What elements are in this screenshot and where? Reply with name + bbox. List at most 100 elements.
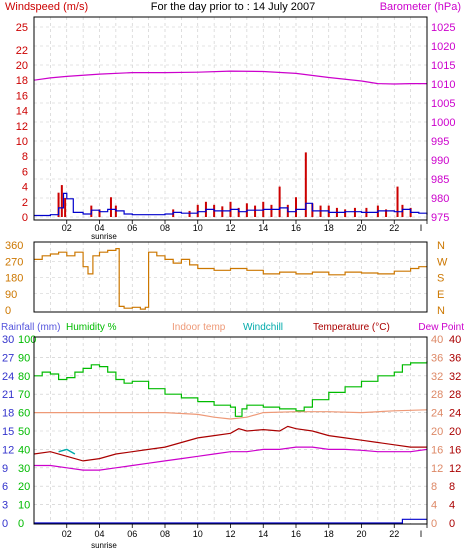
rainfall-tick-label: 6: [2, 481, 8, 493]
rainfall-tick-label: 3: [2, 500, 8, 512]
wind-gust-bar: [304, 152, 307, 217]
dewpoint-line: [34, 446, 428, 471]
wind-barometer-panel: Windspeed (m/s) For the day prior to : 1…: [5, 1, 461, 241]
temperature-tick-label-right: 32: [449, 371, 461, 383]
wind-gust-bar: [278, 186, 281, 217]
barometer-line: [33, 70, 427, 85]
temperature-tick-label-right: 8: [449, 481, 455, 493]
temperature-line: [33, 425, 427, 462]
page-title: For the day prior to : 14 July 2007: [151, 1, 315, 13]
rainfall-tick-label: 18: [2, 408, 14, 420]
temperature-humidity-panel: Rainfall (mm) Humidity % Indoor temp Win…: [1, 322, 464, 550]
windspeed-tick-label: 12: [16, 121, 28, 133]
barometer-tick-label: 1005: [431, 98, 455, 110]
wind-time-tick-label: 14: [258, 223, 268, 233]
direction-grid: [34, 242, 427, 312]
barometer-axis-label: Barometer (hPa): [380, 1, 461, 13]
rainfall-tick-label: 12: [2, 444, 14, 456]
barometer-tick-label: 985: [431, 174, 449, 186]
direction-tick-label: 0: [5, 305, 11, 317]
windspeed-tick-label: 10: [16, 136, 28, 148]
wind-time-tick-label: 18: [324, 223, 334, 233]
compass-tick-label: E: [437, 289, 444, 301]
temperature-time-tick-label: 16: [291, 529, 301, 539]
wind-grid: [34, 17, 427, 220]
wind-gust-bar: [353, 207, 356, 217]
wind-time-tick-label: 22: [389, 223, 399, 233]
wind-direction-line: [34, 248, 427, 310]
windspeed-tick-label: 6: [22, 166, 28, 178]
temperature-tick-label-right: 24: [449, 408, 461, 420]
temperature-tick-label-right: 16: [449, 444, 461, 456]
temperature-time-tick-label: 02: [62, 529, 72, 539]
humidity-tick-label: 10: [18, 500, 30, 512]
temperature-tick-label-left: 40: [431, 334, 443, 346]
rainfall-tick-label: 27: [2, 352, 14, 364]
wind-gust-bar: [237, 207, 240, 217]
rainfall-tick-label: 21: [2, 389, 14, 401]
wind-time-tick-label: 04: [94, 223, 104, 233]
temperature-tick-label-right: 28: [449, 389, 461, 401]
temperature-time-tick-label: I: [420, 529, 423, 539]
temperature-time-tick-label: 22: [389, 529, 399, 539]
compass-tick-label: N: [437, 240, 445, 252]
dewpoint-legend: Dew Point: [418, 322, 464, 333]
wind-gust-bar: [254, 205, 257, 217]
compass-tick-label: W: [437, 256, 448, 268]
temperature-time-ticks: 02 04 06 08 10 12 14 16 18 20 22 I: [62, 524, 428, 539]
windspeed-tick-label: 14: [16, 106, 28, 118]
temperature-time-tick-label: 04: [94, 529, 104, 539]
windspeed-tick-label: 16: [16, 90, 28, 102]
humidity-tick-label: 30: [18, 463, 30, 475]
barometer-tick-label: 980: [431, 193, 449, 205]
compass-tick-label: S: [437, 273, 444, 285]
wind-gust-bar: [109, 197, 112, 217]
wind-time-tick-label: 20: [356, 223, 366, 233]
wind-gust-bars: [57, 152, 412, 217]
temperature-tick-label-left: 0: [431, 518, 437, 530]
compass-tick-label: N: [437, 305, 445, 317]
humidity-tick-label: 80: [18, 371, 30, 383]
sunrise-label-top: sunrise: [91, 232, 117, 241]
wind-time-tick-label: 10: [193, 223, 203, 233]
wind-time-ticks: 02 04 06 08 10 12 14 16 18 20 22 I: [62, 220, 428, 233]
temperature-tick-label-right: 0: [449, 518, 455, 530]
temperature-tick-label-right: 12: [449, 463, 461, 475]
direction-tick-label: 180: [5, 273, 23, 285]
barometer-tick-label: 1000: [431, 117, 455, 129]
wind-time-tick-label: 06: [127, 223, 137, 233]
barometer-tick-label: 975: [431, 212, 449, 224]
rainfall-line: [34, 518, 427, 524]
temperature-legend: Temperature (°C): [313, 322, 390, 333]
wind-gust-bar: [60, 185, 63, 217]
windspeed-tick-label: 18: [16, 75, 28, 87]
humidity-tick-label: 60: [18, 408, 30, 420]
windspeed-axis-label: Windspeed (m/s): [5, 1, 88, 13]
wind-axis-ticks: 0 2 4 6 8 10 12 14 16 18 20 22 25 975 980 985 990 995 1000…: [16, 22, 456, 224]
indoor-temp-legend: Indoor temp: [172, 322, 226, 333]
windspeed-tick-label: 0: [22, 212, 28, 224]
temperature-time-tick-label: 14: [258, 529, 268, 539]
temperature-time-tick-label: 06: [127, 529, 137, 539]
temperature-time-tick-label: 08: [160, 529, 170, 539]
wind-gust-bar: [295, 197, 297, 217]
humidity-tick-label: 40: [18, 444, 30, 456]
wind-time-tick-label: 12: [225, 223, 235, 233]
humidity-tick-label: 20: [18, 481, 30, 493]
temperature-grid: [34, 337, 427, 524]
windspeed-tick-label: 20: [16, 60, 28, 72]
humidity-tick-label: 90: [18, 352, 30, 364]
wind-time-tick-label: 16: [291, 223, 301, 233]
barometer-tick-label: 1020: [431, 41, 455, 53]
wind-average-line: [34, 192, 428, 217]
barometer-tick-label: 1025: [431, 22, 455, 34]
temperature-time-tick-label: 10: [193, 529, 203, 539]
windchill-legend: Windchill: [243, 322, 283, 333]
windspeed-tick-label: 22: [16, 45, 28, 57]
temperature-tick-label-right: 4: [449, 500, 455, 512]
wind-time-tick-label: I: [420, 223, 423, 233]
wind-gust-bar: [188, 210, 191, 217]
